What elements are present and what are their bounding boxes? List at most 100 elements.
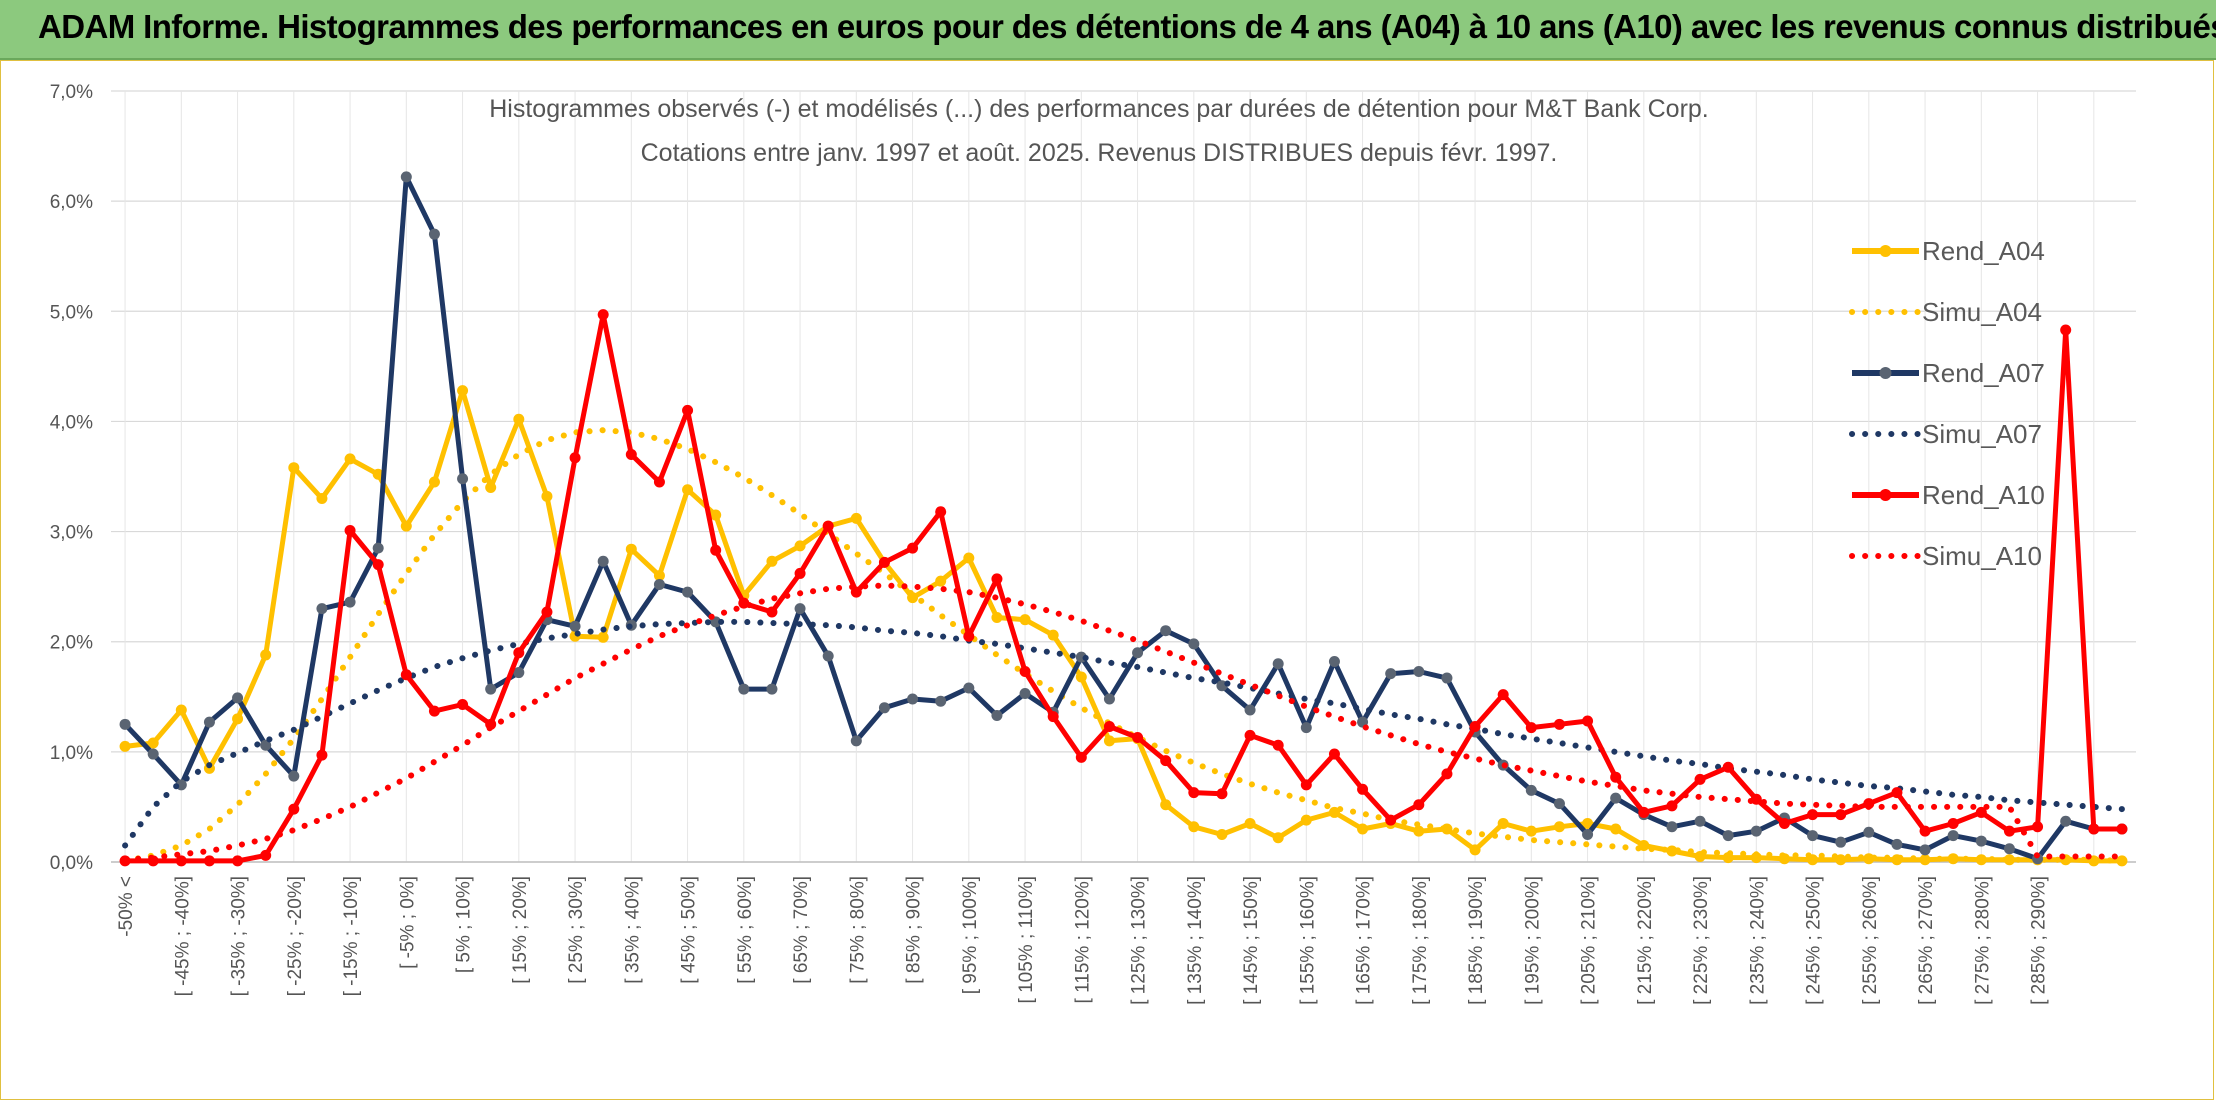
data-point [1272,832,1284,844]
data-point [1835,836,1847,848]
x-tick-label: [ 45% ; 50%] [679,876,700,984]
y-tick-label: 0,0% [50,853,93,874]
data-point [1975,835,1987,847]
x-tick-label: [ 115% ; 120%] [1072,876,1093,1003]
data-point [1891,787,1903,799]
data-point [710,509,722,521]
data-point [1103,735,1115,747]
data-point [625,543,637,555]
data-point [119,718,131,730]
data-point [457,385,469,397]
data-point [710,544,722,556]
x-tick-label: [ 265% ; 270%] [1916,876,1937,1005]
data-point [1075,751,1087,763]
x-tick-label: [ 5% ; 10%] [454,876,475,973]
data-point [625,448,637,460]
data-point [794,567,806,579]
x-tick-label: [ 55% ; 60%] [735,876,756,984]
data-point [344,453,356,465]
data-point [1244,729,1256,741]
legend-item-Rend_A10: Rend_A10 [1852,480,2045,510]
data-point [991,611,1003,623]
report-title: ADAM Informe. Histogrammes des performan… [38,8,2216,45]
data-point [344,596,356,608]
data-point [1019,665,1031,677]
legend-marker [1879,367,1892,379]
data-point [316,603,328,615]
x-tick-label: [ 65% ; 70%] [791,876,812,984]
series-line [122,427,2125,864]
series-Rend_A04 [119,385,2128,867]
data-point [1947,830,1959,842]
data-point [1357,823,1369,835]
data-point [878,702,890,714]
x-tick-label: [ 245% ; 250%] [1804,876,1825,1005]
data-point [1666,845,1678,857]
data-point [1469,721,1481,733]
data-point [1807,830,1819,842]
data-point [907,542,919,554]
x-tick-label: [ -15% ; -10%] [341,876,362,996]
x-tick-label: [ 35% ; 40%] [622,876,643,984]
data-point [232,692,244,704]
y-tick-label: 6,0% [50,192,93,213]
x-tick-label: [ 195% ; 200%] [1522,876,1543,1005]
data-point [1413,825,1425,837]
data-point [1328,748,1340,760]
data-point [766,606,778,618]
data-point [1132,732,1144,744]
data-point [2060,324,2072,336]
data-point [232,713,244,725]
data-point [1469,844,1481,856]
data-point [147,748,159,760]
x-tick-label: [ 95% ; 100%] [960,876,981,994]
legend: Rend_A04 Simu_A04 Rend_A07 Simu_A07 Rend_A10… [1849,236,2045,571]
data-point [1385,668,1397,680]
data-point [119,740,131,752]
data-point [1919,825,1931,837]
grid [111,90,2136,863]
x-tick-label: [ 135% ; 140%] [1185,876,1206,1005]
data-point [963,552,975,564]
data-point [203,855,215,867]
data-point [428,476,440,488]
data-point [1188,638,1200,650]
data-point [569,620,581,632]
data-point [513,647,525,659]
legend-label: Simu_A10 [1922,541,2042,571]
series-Simu_A10 [122,582,2125,863]
data-point [653,570,665,582]
data-point [822,650,834,662]
chart-title: Histogrammes observés (-) et modélisés (… [489,95,1709,123]
data-point [1272,739,1284,751]
x-tick-label: [ 125% ; 130%] [1129,876,1150,1005]
data-point [907,693,919,705]
data-point [372,542,384,554]
legend-label: Simu_A04 [1922,297,2042,327]
x-tick-label: [ -35% ; -30%] [229,876,250,996]
data-point [260,649,272,661]
data-point [597,631,609,643]
data-point [766,555,778,567]
data-point [1610,771,1622,783]
report-banner: ADAM Informe. Histogrammes des performan… [0,0,2216,60]
data-point [850,512,862,524]
x-tick-label: [ -5% ; 0%] [397,876,418,969]
legend-label: Simu_A07 [1922,419,2042,449]
data-point [457,698,469,710]
y-tick-label: 2,0% [50,633,93,654]
data-point [991,573,1003,585]
data-point [1413,665,1425,677]
x-tick-label: [ 145% ; 150%] [1241,876,1262,1005]
data-point [288,770,300,782]
data-point [1750,825,1762,837]
data-point [2003,854,2015,866]
data-point [1160,755,1172,767]
legend-item-Simu_A07: Simu_A07 [1849,419,2042,449]
data-point [541,490,553,502]
x-tick-label: [ 275% ; 280%] [1972,876,1993,1005]
data-point [1807,809,1819,821]
x-tick-label: [ -25% ; -20%] [285,876,306,996]
data-point [513,413,525,425]
data-point [428,228,440,240]
